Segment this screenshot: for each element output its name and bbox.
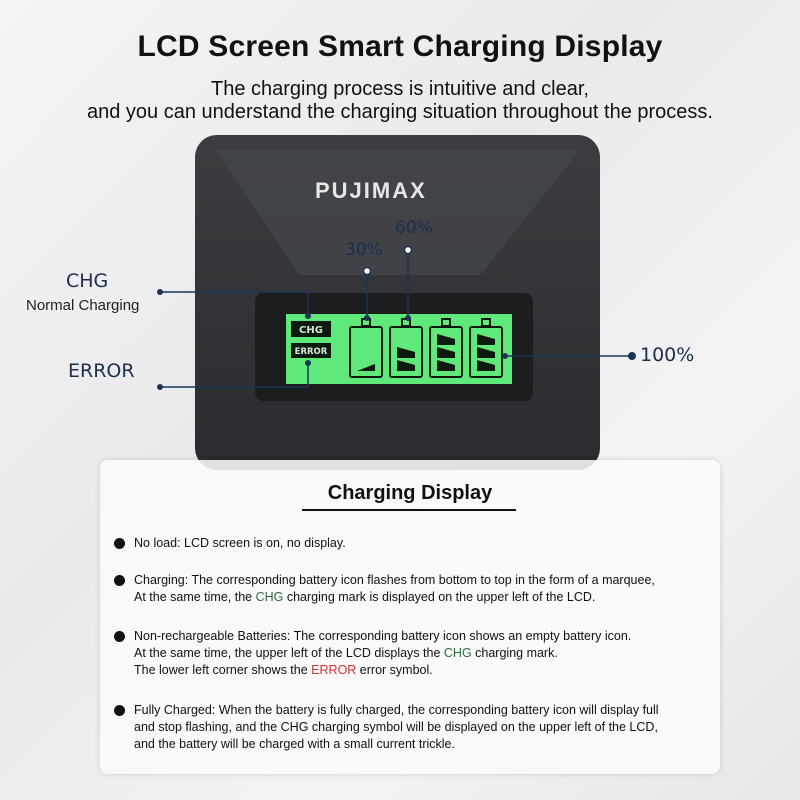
battery-level-bar [477, 347, 495, 358]
item-text: and stop flashing, and the CHG charging … [134, 720, 658, 734]
card-title: Charging Display [327, 482, 493, 504]
lcd-error-text: ERROR [295, 347, 328, 357]
item-text: charging mark. [471, 646, 558, 660]
battery-icon [429, 326, 463, 378]
error-highlight: ERROR [311, 663, 357, 677]
item-text: At the same time, the upper left of the … [134, 646, 444, 660]
bullet-icon [114, 575, 125, 586]
battery-icon [389, 326, 423, 378]
charger-top-facet [215, 150, 580, 275]
lcd-error-box [291, 343, 331, 358]
item-text: At the same time, the [134, 590, 256, 604]
callout-lines [160, 251, 632, 388]
chg-highlight: CHG [255, 590, 284, 604]
page-title: LCD Screen Smart Charging Display [137, 30, 663, 63]
callout-normal-charging: Normal Charging [26, 297, 140, 314]
subtitle-line-2: and you can understand the charging situ… [87, 101, 713, 123]
battery-level-bar [357, 364, 375, 371]
callout-100-percent: 100% [640, 344, 695, 366]
item-text: Charging: The corresponding battery icon… [134, 573, 655, 587]
battery-icon [349, 326, 383, 378]
item-text: No load: LCD screen is on, no display. [134, 536, 346, 550]
lcd-chg-text: CHG [299, 325, 323, 336]
callout-60-percent: 60% [395, 218, 433, 238]
list-item: No load: LCD screen is on, no display. [114, 535, 714, 552]
callout-error: ERROR [68, 360, 135, 382]
brand-logo: PUJIMAX [315, 178, 427, 203]
callout-chg: CHG [66, 270, 109, 292]
callout-dots [157, 245, 636, 390]
chg-highlight: CHG [443, 646, 472, 660]
charging-display-card: Charging Display No load: LCD screen is … [100, 460, 720, 774]
item-text: Fully Charged: When the battery is fully… [134, 703, 659, 717]
item-text: error symbol. [356, 663, 433, 677]
title-underline [302, 509, 516, 511]
list-item: Non-rechargeable Batteries: The correspo… [114, 628, 714, 679]
battery-level-bar [437, 334, 455, 345]
item-text: The lower left corner shows the [134, 663, 312, 677]
subtitle-line-1: The charging process is intuitive and cl… [211, 78, 589, 100]
item-text: Non-rechargeable Batteries: The correspo… [134, 629, 632, 643]
callout-30-percent: 30% [345, 240, 383, 260]
item-text: and the battery will be charged with a s… [134, 737, 455, 751]
item-text: charging mark is displayed on the upper … [283, 590, 596, 604]
battery-level-bar [397, 347, 415, 358]
list-item: Charging: The corresponding battery icon… [114, 572, 714, 606]
battery-level-bar [437, 360, 455, 371]
battery-level-bar [397, 360, 415, 371]
bullet-icon [114, 631, 125, 642]
list-item: Fully Charged: When the battery is fully… [114, 702, 714, 753]
lcd-chg-box [291, 321, 331, 337]
battery-level-bar [477, 334, 495, 345]
bullet-icon [114, 705, 125, 716]
battery-level-bar [437, 347, 455, 358]
bullet-icon [114, 538, 125, 549]
battery-level-bar [477, 360, 495, 371]
battery-icon [469, 326, 503, 378]
